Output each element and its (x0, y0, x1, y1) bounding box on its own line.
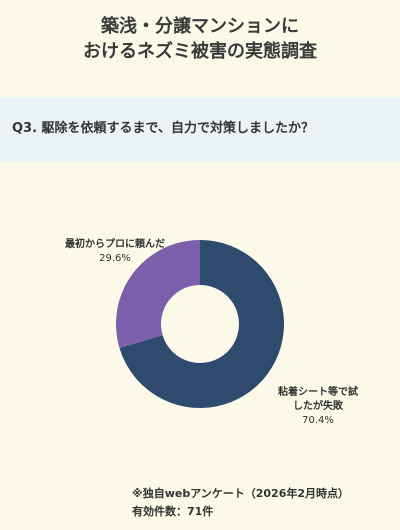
question-band: Q3. 駆除を依頼するまで、自力で対策しましたか？ (0, 97, 400, 162)
label-pro-from-start-value: 29.6% (99, 253, 131, 264)
slice-failed-diy (119, 240, 285, 408)
page-title: 築浅・分譲マンションに おけるネズミ被害の実態調査 (0, 14, 400, 64)
slice-pro-from-start (115, 240, 200, 348)
question-text: Q3. 駆除を依頼するまで、自力で対策しましたか？ (12, 121, 315, 136)
label-failed-diy: 粘着シート等で試 したが失敗 70.4% (258, 386, 378, 428)
footnote-count: 有効件数：71件 (132, 505, 214, 518)
title-line-2: おけるネズミ被害の実態調査 (83, 41, 317, 62)
footnote-survey: ※独自webアンケート（2026年2月時点） (132, 487, 350, 500)
label-pro-from-start: 最初からプロに頼んだ 29.6% (30, 238, 200, 266)
donut-chart (115, 240, 285, 408)
label-failed-diy-value: 70.4% (302, 415, 334, 426)
label-failed-diy-name-1: 粘着シート等で試 (278, 387, 358, 398)
title-line-1: 築浅・分譲マンションに (101, 16, 299, 37)
label-pro-from-start-name: 最初からプロに頼んだ (65, 239, 165, 250)
label-failed-diy-name-2: したが失敗 (293, 401, 343, 412)
footnote: ※独自webアンケート（2026年2月時点） 有効件数：71件 (132, 485, 349, 521)
